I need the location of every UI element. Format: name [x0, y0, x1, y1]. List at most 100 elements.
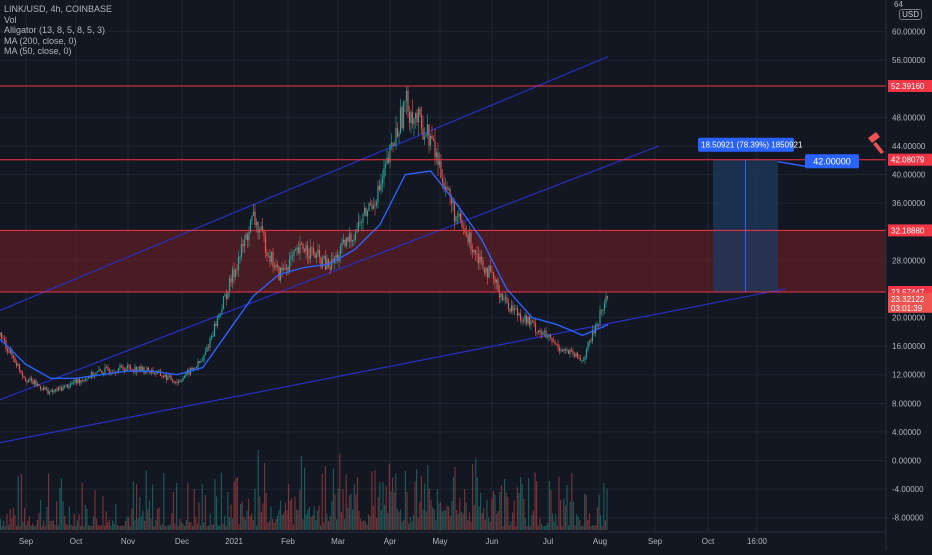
- candle-body: [75, 379, 78, 384]
- volume-bar: [220, 472, 222, 530]
- candle-body: [297, 247, 300, 254]
- candle-body: [380, 183, 382, 191]
- candle-body: [65, 384, 67, 386]
- candle-body: [32, 380, 34, 385]
- volume-bar: [227, 492, 229, 530]
- candle-body: [240, 243, 243, 257]
- candle-body: [452, 200, 454, 204]
- candle-body: [314, 253, 316, 259]
- candle-body: [140, 366, 142, 371]
- volume-bar: [307, 509, 309, 530]
- volume-bar: [460, 512, 462, 530]
- volume-bar: [104, 525, 106, 530]
- symbol-title[interactable]: LINK/USD, 4h, COINBASE: [4, 4, 113, 14]
- measure-tool-layer[interactable]: 18.50921 (78.39%) 1850921: [698, 137, 803, 292]
- candle-body: [549, 335, 552, 339]
- volume-bar: [160, 525, 162, 530]
- candle-body: [201, 360, 204, 362]
- candle-body: [507, 302, 510, 309]
- indicator-ma200[interactable]: MA (200, close, 0): [4, 35, 77, 46]
- candle-body: [381, 178, 384, 184]
- level-label-1: 42.08079: [891, 156, 925, 165]
- candle-body: [294, 249, 297, 251]
- candle-body: [47, 388, 49, 394]
- candle-body: [341, 242, 343, 246]
- volume-bar: [124, 520, 126, 530]
- volume-bar: [425, 511, 427, 530]
- candle-body: [396, 127, 399, 137]
- volume-bar: [36, 519, 38, 530]
- volume-bar: [590, 525, 592, 530]
- candle-body: [320, 256, 322, 268]
- candle-body: [207, 347, 210, 349]
- volume-bar: [260, 511, 262, 530]
- callout-layer[interactable]: 42.00000: [777, 132, 884, 169]
- candle-body: [473, 250, 475, 253]
- volume-bar: [150, 518, 152, 530]
- volume-bar: [584, 493, 586, 530]
- volume-bar: [57, 524, 59, 530]
- volume-bar: [302, 519, 304, 530]
- volume-bar: [356, 476, 358, 530]
- candle-body: [551, 338, 553, 342]
- candle-body: [402, 102, 405, 129]
- indicator-alligator[interactable]: Alligator (13, 8, 5, 8, 5, 3): [4, 25, 106, 35]
- volume-bar: [424, 483, 426, 530]
- candle-body: [221, 309, 223, 314]
- trend-channel-layer[interactable]: [0, 56, 786, 444]
- trend-line-0[interactable]: [0, 56, 609, 311]
- volume-bar: [113, 523, 115, 530]
- candle-body: [261, 226, 264, 231]
- callout-label[interactable]: 42.00000: [813, 156, 851, 166]
- indicator-vol[interactable]: Vol: [4, 14, 17, 25]
- trend-line-1[interactable]: [0, 145, 659, 401]
- candle-body: [359, 222, 361, 223]
- volume-bar: [339, 453, 341, 530]
- alert-marker-icon[interactable]: [868, 132, 884, 154]
- candle-body: [62, 386, 64, 391]
- candle-body: [302, 244, 304, 249]
- indicator-ma50[interactable]: MA (50, close, 0): [4, 46, 72, 56]
- volume-bar: [65, 523, 67, 530]
- candle-body: [584, 357, 586, 361]
- volume-bar: [387, 513, 389, 530]
- candle-body: [45, 388, 48, 390]
- candle-body: [357, 222, 360, 230]
- volume-bar: [342, 488, 344, 530]
- volume-bar: [243, 516, 245, 530]
- y-tick-label: 16.00000: [892, 342, 926, 351]
- candle-body: [117, 368, 120, 373]
- candle-body: [345, 237, 348, 246]
- candle-body: [303, 248, 306, 252]
- candle-body: [542, 332, 544, 335]
- volume-bar: [464, 489, 466, 530]
- candle-body: [479, 256, 481, 264]
- volume-bar: [68, 506, 70, 530]
- volume-bar: [193, 489, 195, 530]
- trend-line-2[interactable]: [0, 288, 786, 444]
- volume-bar: [73, 513, 75, 530]
- volume-bar: [412, 515, 414, 530]
- volume-bar: [472, 463, 474, 530]
- candle-body: [600, 309, 603, 311]
- candle-body: [543, 331, 546, 333]
- level-lines-layer[interactable]: 52.39160 42.08079 32.18880 23.57447: [0, 79, 932, 298]
- candle-body: [419, 108, 421, 115]
- callout-bg[interactable]: [805, 154, 859, 169]
- volume-bar: [344, 518, 346, 530]
- volume-bar: [305, 514, 307, 530]
- candle-body: [533, 321, 535, 324]
- x-tick-label: Mar: [331, 537, 345, 546]
- candle-body: [266, 252, 268, 256]
- volume-bar: [190, 522, 192, 530]
- candle-body: [470, 232, 472, 250]
- currency-badge[interactable]: USD: [899, 9, 922, 20]
- candle-body: [128, 365, 130, 367]
- candle-body: [467, 234, 469, 243]
- candle-body: [461, 219, 463, 228]
- volume-bar: [209, 513, 211, 530]
- candle-body: [60, 387, 63, 391]
